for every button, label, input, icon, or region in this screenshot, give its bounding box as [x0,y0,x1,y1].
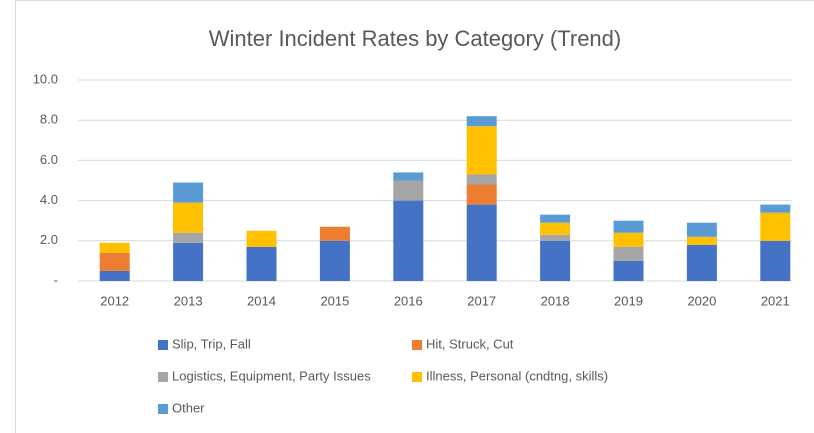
bar-segment [613,246,644,261]
bar-segment [466,174,497,185]
y-tick-label: 2.0 [40,232,58,247]
bar-segment [173,202,204,233]
bar-segment [540,214,571,223]
x-tick-label: 2021 [761,293,790,308]
bar-segment [613,220,644,233]
bar-segment [393,180,424,201]
x-tick-label: 2012 [100,293,129,308]
legend-label: Logistics, Equipment, Party Issues [172,368,371,383]
legend-label: Hit, Struck, Cut [426,336,514,351]
chart-title: Winter Incident Rates by Category (Trend… [209,26,621,51]
bar-segment [99,242,130,253]
y-tick-label: - [54,272,58,287]
legend-swatch [158,372,168,382]
x-tick-label: 2020 [687,293,716,308]
legend-swatch [412,372,422,382]
legend-swatch [158,340,168,350]
bar-segment [99,270,130,281]
bar-segment [173,182,204,203]
bar-segment [393,172,424,181]
bar-segment [686,222,717,237]
bar-segment [466,126,497,175]
x-tick-label: 2013 [174,293,203,308]
x-tick-label: 2019 [614,293,643,308]
bar-segment [99,252,130,271]
bar-segment [613,260,644,281]
y-tick-label: 6.0 [40,152,58,167]
bar-segment [466,184,497,205]
y-tick-label: 8.0 [40,112,58,127]
bar-segment [173,242,204,281]
bar-segment [173,232,204,243]
x-tick-label: 2018 [541,293,570,308]
bar-segment [760,240,791,281]
legend-label: Other [172,400,205,415]
bar-segment [686,236,717,245]
bar-segment [760,212,791,241]
bar-segment [613,232,644,247]
legend-swatch [412,340,422,350]
legend-label: Illness, Personal (cndtng, skills) [426,368,608,383]
x-tick-label: 2015 [320,293,349,308]
x-tick-label: 2014 [247,293,276,308]
bar-segment [393,200,424,281]
bar-segment [246,246,277,281]
bar-segment [686,244,717,281]
legend-label: Slip, Trip, Fall [172,336,251,351]
y-tick-label: 10.0 [33,71,58,86]
bar-segment [466,204,497,281]
bar-segment [466,116,497,127]
bar-segment [760,204,791,213]
legend-swatch [158,404,168,414]
y-tick-label: 4.0 [40,192,58,207]
bar-segment [319,240,350,281]
bar-segment [540,222,571,235]
x-tick-label: 2016 [394,293,423,308]
bar-segment [319,226,350,241]
bar-segment [540,234,571,241]
x-tick-label: 2017 [467,293,496,308]
bar-segment [246,230,277,247]
bar-segment [540,240,571,281]
